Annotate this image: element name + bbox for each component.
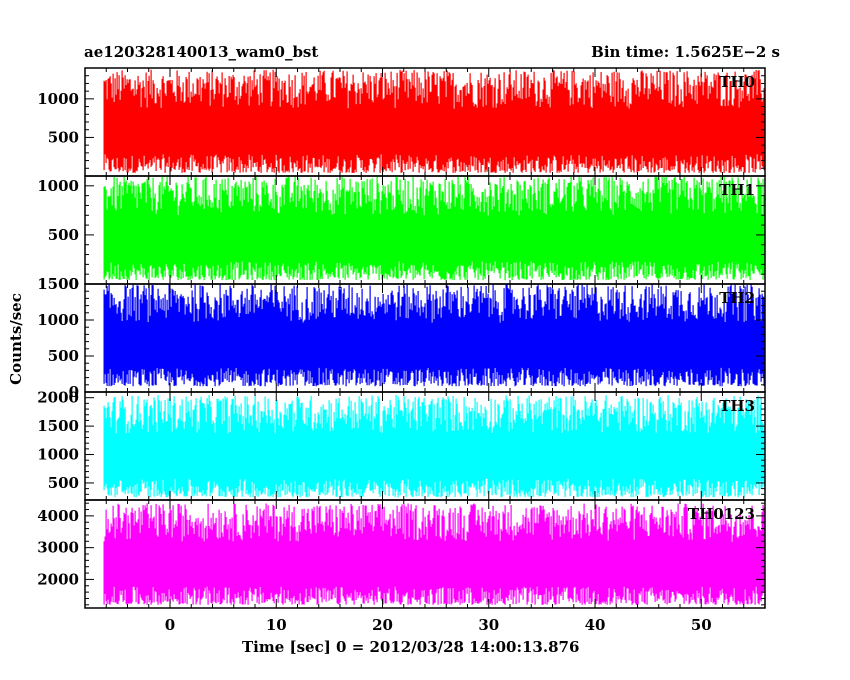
y-tick-label-th2: 1000 — [37, 311, 79, 329]
y-tick-label-th1: 500 — [48, 226, 79, 244]
y-tick-label-th0123: 4000 — [37, 507, 79, 525]
y-tick-label-th3: 500 — [48, 474, 79, 492]
x-tick-label: 10 — [266, 616, 287, 634]
y-tick-label-th3: 1500 — [37, 417, 79, 435]
y-axis-label: Counts/sec — [6, 293, 25, 385]
x-tick-label: 20 — [372, 616, 393, 634]
series-label-th0: TH0 — [719, 73, 755, 91]
series-th1-curve — [103, 176, 765, 281]
series-th3-curve — [103, 394, 765, 498]
series-th0-curve — [103, 69, 765, 173]
y-tick-label-th1: 0 — [69, 275, 79, 293]
x-tick-label: 30 — [478, 616, 499, 634]
series-label-th2: TH2 — [719, 289, 755, 307]
series-label-th0123: TH0123 — [688, 505, 755, 523]
chart-title: ae120328140013_wam0_bst — [84, 43, 319, 61]
y-tick-label-th1: 1000 — [37, 177, 79, 195]
series-th0123-curve — [103, 503, 765, 605]
series-label-th3: TH3 — [719, 397, 755, 415]
y-tick-label-th3: 1000 — [37, 446, 79, 464]
x-tick-label: 40 — [585, 616, 606, 634]
y-tick-label-th0123: 2000 — [37, 570, 79, 588]
y-tick-label-th2: 500 — [48, 347, 79, 365]
y-tick-label-th0: 1000 — [37, 90, 79, 108]
series-th2-curve — [103, 284, 765, 387]
series-label-th1: TH1 — [719, 181, 755, 199]
x-axis-label: Time [sec] 0 = 2012/03/28 14:00:13.876 — [242, 638, 580, 656]
x-tick-label: 50 — [691, 616, 712, 634]
bin-time-label: Bin time: 1.5625E−2 s — [591, 43, 780, 61]
y-tick-label-th0123: 3000 — [37, 539, 79, 557]
x-tick-label: 0 — [165, 616, 175, 634]
y-tick-label-th2: 1500 — [37, 275, 79, 293]
y-tick-label-th2: 0 — [69, 383, 79, 401]
y-tick-label-th3: 2000 — [37, 389, 79, 407]
y-tick-label-th0: 500 — [48, 128, 79, 146]
